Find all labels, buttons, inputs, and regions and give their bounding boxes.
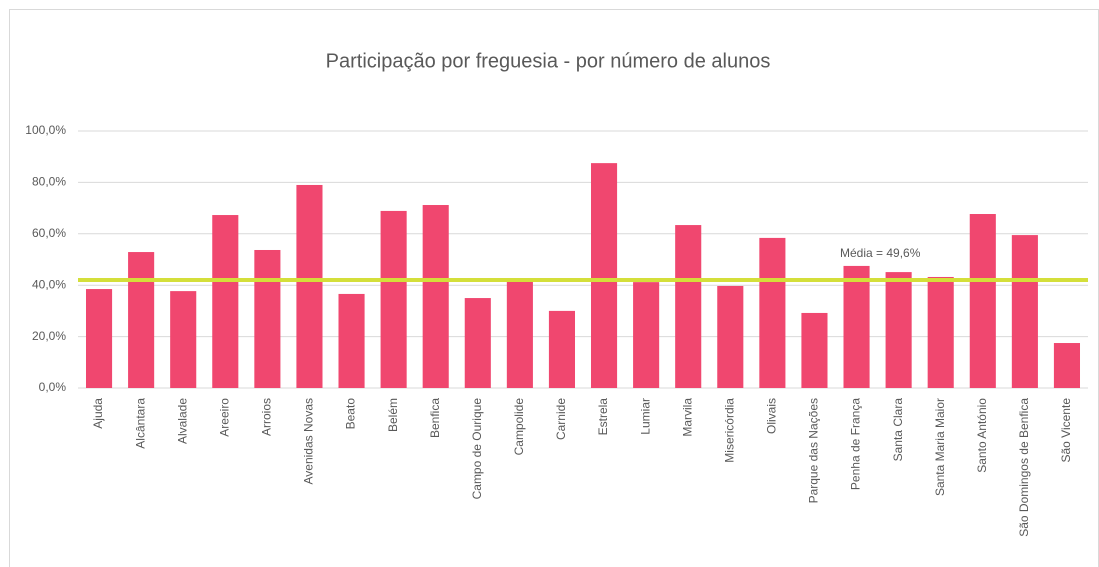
bar: [548, 310, 576, 388]
x-tick-label: Carnide: [554, 398, 568, 440]
x-tick-label: Areeiro: [217, 398, 231, 437]
bar: [927, 276, 954, 388]
bar: [633, 282, 660, 388]
x-tick-label: Belém: [386, 398, 400, 432]
x-tick-label: Arroios: [260, 398, 274, 436]
y-tick-label: 20,0%: [32, 329, 66, 343]
mean-annotation: Média = 49,6%: [840, 246, 921, 260]
x-tick-label: São Domingos de Benfica: [1017, 398, 1031, 537]
bar: [717, 285, 744, 388]
x-tick-label: Olivais: [765, 398, 779, 434]
x-tick-label: Beato: [344, 398, 358, 430]
bar: [254, 249, 281, 388]
x-tick-label: Santa Maria Maior: [933, 398, 947, 496]
chart-frame: [9, 9, 1099, 567]
bar: [464, 298, 491, 388]
y-tick-label: 0,0%: [39, 380, 67, 394]
bar: [1053, 343, 1081, 388]
x-tick-label: Alvalade: [175, 398, 189, 444]
chart-title: Participação por freguesia - por número …: [326, 50, 771, 72]
x-tick-label: São Vicente: [1059, 398, 1073, 463]
x-tick-label: Estrela: [596, 398, 610, 436]
bar: [1011, 235, 1038, 388]
x-tick-label: Campo de Ourique: [470, 398, 484, 500]
x-tick-label: Avenidas Novas: [302, 398, 316, 485]
x-tick-label: Alcântara: [133, 398, 147, 449]
x-tick-label: Campolide: [512, 398, 526, 456]
x-tick-label: Benfica: [428, 398, 442, 438]
bar: [590, 163, 618, 388]
x-tick-label: Lumiar: [638, 398, 652, 435]
y-tick-label: 80,0%: [32, 175, 66, 189]
x-tick-label: Penha de França: [849, 398, 863, 490]
x-tick-label: Santa Clara: [891, 398, 905, 462]
bar: [885, 272, 912, 388]
bar: [969, 214, 996, 388]
bar: [422, 205, 449, 388]
bar: [801, 312, 828, 388]
x-tick-label: Santo António: [975, 398, 989, 473]
x-tick-label: Parque das Nações: [807, 398, 821, 503]
y-tick-label: 40,0%: [32, 277, 66, 291]
bar: [338, 293, 365, 388]
bar: [296, 184, 323, 388]
bar: [759, 237, 786, 388]
x-tick-label: Marvila: [680, 398, 694, 437]
bar: [212, 215, 239, 388]
bar: [675, 225, 702, 388]
y-tick-label: 100,0%: [25, 123, 66, 137]
bar: [380, 210, 407, 388]
bar: [843, 265, 870, 388]
y-tick-label: 60,0%: [32, 226, 66, 240]
bar: [85, 289, 113, 388]
bar: [506, 281, 533, 388]
x-tick-label: Misericórdia: [722, 398, 736, 463]
bar: [170, 291, 197, 388]
bar: [128, 252, 155, 388]
x-tick-label: Ajuda: [91, 398, 105, 429]
